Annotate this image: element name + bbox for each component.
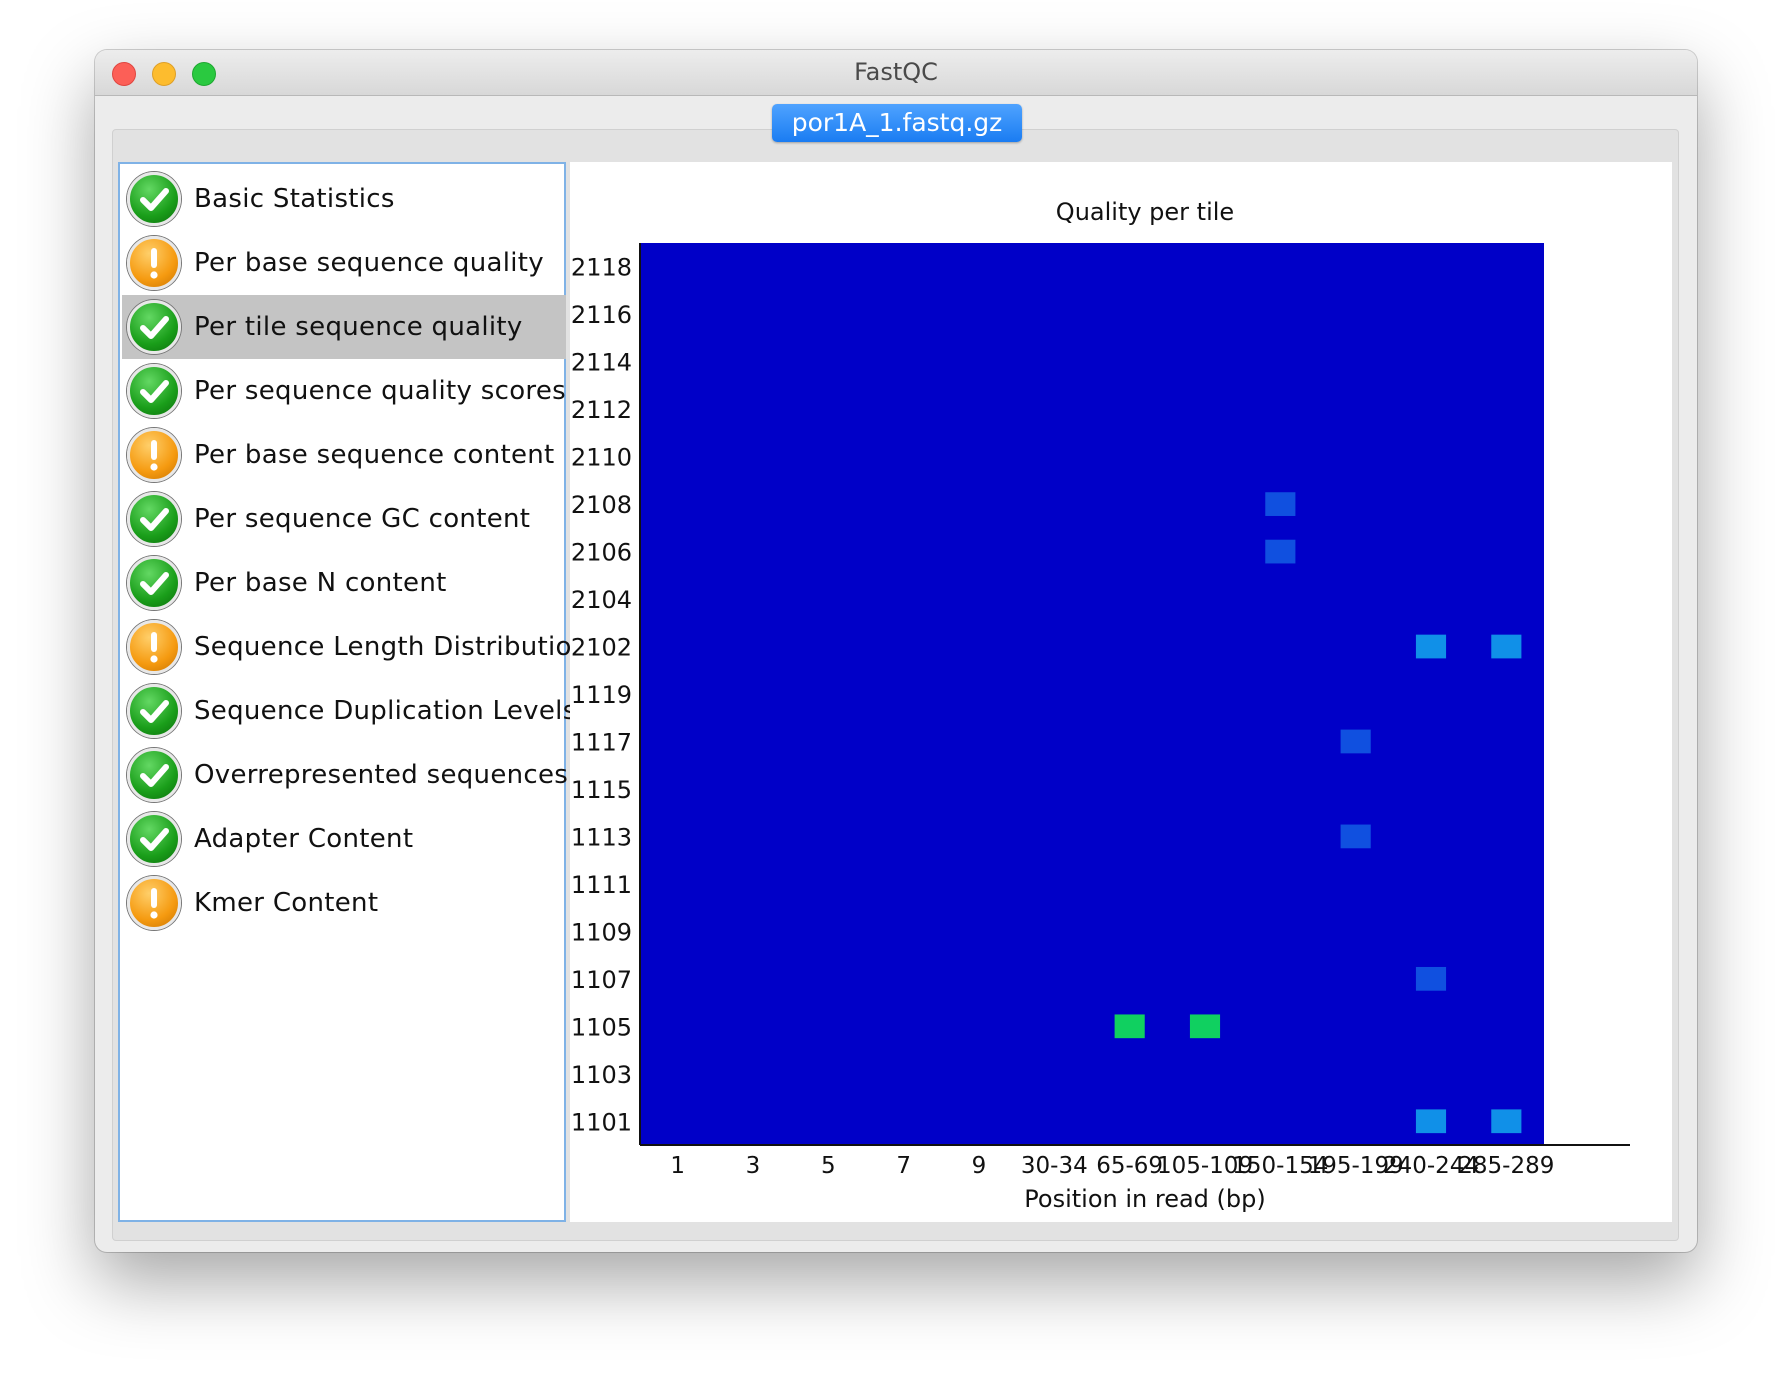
module-label: Sequence Length Distribution [194, 632, 589, 662]
x-tick-label: 1 [670, 1153, 685, 1179]
check-icon [127, 364, 181, 418]
module-list: Basic Statistics Per base sequence qualit… [118, 162, 588, 1222]
title-bar: FastQC [95, 50, 1697, 96]
module-label: Basic Statistics [194, 184, 395, 214]
module-label: Sequence Duplication Levels [194, 696, 577, 726]
heatmap-cell [1189, 1014, 1221, 1039]
check-icon [127, 300, 181, 354]
y-tick-label: 1103 [571, 1061, 632, 1089]
heatmap-cell [1114, 1014, 1145, 1039]
heatmap-background [640, 243, 1544, 1145]
module-label: Per tile sequence quality [194, 312, 523, 342]
module-label: Per sequence quality scores [194, 376, 566, 406]
heatmap-cell [1415, 1109, 1447, 1134]
check-icon [127, 172, 181, 226]
x-tick-label: 150-154 [1232, 1153, 1328, 1179]
module-label: Per base sequence content [194, 440, 555, 470]
y-tick-label: 1117 [571, 728, 632, 756]
check-icon [127, 684, 181, 738]
chart-title: Quality per tile [1056, 198, 1234, 226]
module-label: Per base sequence quality [194, 248, 544, 278]
x-tick-label: 105-109 [1157, 1153, 1253, 1179]
y-tick-label: 1109 [571, 918, 632, 946]
y-tick-label: 1101 [571, 1108, 632, 1136]
heatmap-cell [1415, 966, 1447, 991]
y-tick-label: 1105 [571, 1013, 632, 1041]
y-tick-label: 1107 [571, 966, 632, 994]
per-tile-quality-chart: Quality per tile 2118 2116 2114 2112 2110 2108… [571, 198, 1630, 1213]
heatmap-cell [1340, 824, 1371, 849]
close-window-button[interactable] [112, 62, 136, 86]
module-item[interactable]: Basic Statistics [122, 167, 566, 231]
y-tick-label: 2112 [571, 396, 632, 424]
y-tick-label: 2116 [571, 301, 632, 329]
minimize-window-button[interactable] [152, 62, 176, 86]
check-icon [127, 812, 181, 866]
heatmap-cell [1265, 539, 1296, 564]
y-tick-label: 2102 [571, 634, 632, 662]
check-icon [127, 748, 181, 802]
module-item[interactable]: Adapter Content [122, 807, 566, 871]
x-tick-label: 195-199 [1308, 1153, 1404, 1179]
warning-icon [127, 620, 181, 674]
module-label: Per sequence GC content [194, 504, 531, 534]
heatmap-cell [1491, 1109, 1522, 1134]
zoom-window-button[interactable] [192, 62, 216, 86]
check-icon [127, 556, 181, 610]
module-label: Per base N content [194, 568, 447, 598]
module-item[interactable]: Per base N content [122, 551, 566, 615]
heatmap-cell [1340, 729, 1371, 754]
module-item[interactable]: Sequence Duplication Levels [122, 679, 576, 743]
chart-panel: Quality per tile 2118 2116 2114 2112 2110 2108… [570, 162, 1672, 1222]
x-tick-label: 30-34 [1021, 1153, 1088, 1179]
warning-icon [127, 876, 181, 930]
x-axis-label: Position in read (bp) [1024, 1185, 1265, 1213]
x-tick-label: 9 [972, 1153, 987, 1179]
module-item[interactable]: Per base sequence quality [122, 231, 566, 295]
warning-icon [127, 428, 181, 482]
warning-icon [127, 236, 181, 290]
module-item[interactable]: Sequence Length Distribution [122, 615, 588, 679]
check-icon [127, 492, 181, 546]
module-item[interactable]: Kmer Content [122, 871, 566, 935]
module-item[interactable]: Per base sequence content [122, 423, 566, 487]
x-tick-label: 5 [821, 1153, 836, 1179]
x-tick-label: 7 [896, 1153, 911, 1179]
module-label: Overrepresented sequences [194, 760, 569, 790]
window-title: FastQC [854, 58, 938, 86]
y-tick-label: 2118 [571, 254, 632, 282]
module-item[interactable]: Per tile sequence quality [122, 295, 566, 359]
x-tick-label: 285-289 [1458, 1153, 1554, 1179]
module-item[interactable]: Per sequence quality scores [122, 359, 566, 423]
y-tick-label: 2108 [571, 491, 632, 519]
module-item[interactable]: Per sequence GC content [122, 487, 566, 551]
y-tick-label: 2114 [571, 349, 632, 377]
y-tick-label: 2110 [571, 444, 632, 472]
y-tick-label: 1115 [571, 776, 632, 804]
heatmap-cell [1265, 492, 1296, 516]
tab-file[interactable]: por1A_1.fastq.gz [772, 104, 1022, 142]
y-tick-label: 1119 [571, 681, 632, 709]
y-tick-label: 2106 [571, 539, 632, 567]
heatmap-cell [1415, 634, 1447, 659]
y-tick-label: 1113 [571, 823, 632, 851]
x-tick-label: 240-244 [1383, 1153, 1479, 1179]
module-item[interactable]: Overrepresented sequences [122, 743, 569, 807]
module-label: Kmer Content [194, 888, 379, 918]
x-tick-label: 65-69 [1096, 1153, 1163, 1179]
x-tick-label: 3 [746, 1153, 761, 1179]
module-label: Adapter Content [194, 824, 414, 854]
fastqc-window: FastQC por1A_1.fastq.gz Basic Statistics… [95, 50, 1697, 1252]
y-tick-label: 1111 [571, 871, 632, 899]
heatmap-cell [1491, 634, 1522, 659]
y-tick-label: 2104 [571, 586, 632, 614]
